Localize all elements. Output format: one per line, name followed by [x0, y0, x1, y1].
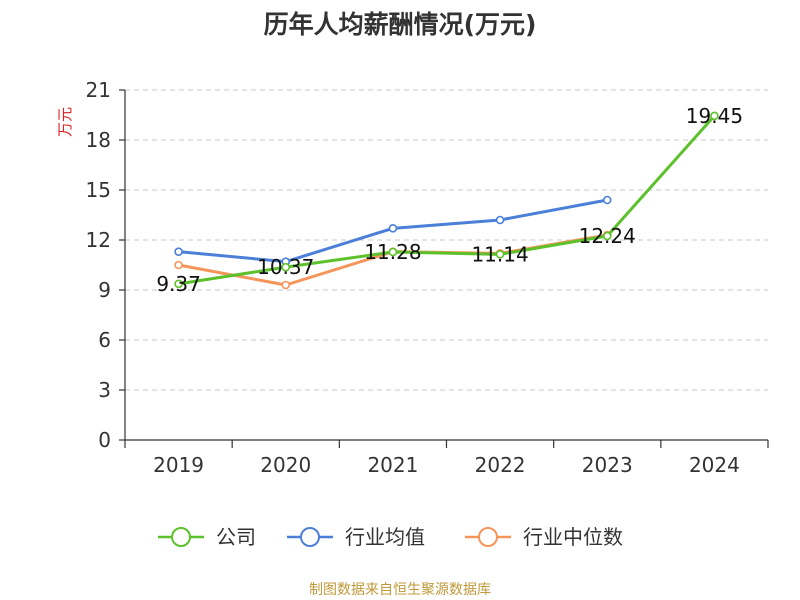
data-point: [388, 224, 398, 233]
y-tick-label: 6: [98, 328, 111, 352]
x-tick-label: 2020: [260, 453, 311, 477]
data-point: [174, 260, 183, 270]
x-tick-label: 2019: [153, 453, 204, 477]
data-point: [388, 247, 398, 257]
legend-label: 公司: [216, 525, 256, 549]
data-label: 11.28: [364, 240, 421, 264]
legend-marker: [478, 527, 498, 547]
y-tick-label: 12: [86, 228, 111, 252]
chart-title: 历年人均薪酬情况(万元): [264, 10, 537, 39]
data-point: [281, 280, 291, 290]
y-tick-label: 0: [98, 428, 111, 452]
legend-marker: [300, 527, 320, 547]
y-tick-label: 18: [86, 128, 111, 152]
data-point: [710, 111, 719, 121]
legend-label: 行业中位数: [523, 525, 623, 549]
x-tick-label: 2022: [475, 453, 526, 477]
data-point: [602, 231, 612, 241]
data-label: 11.14: [471, 242, 528, 266]
y-tick-label: 9: [98, 278, 111, 302]
legend-item: 公司: [158, 525, 256, 549]
legend-item: 行业中位数: [465, 525, 623, 549]
x-tick-label: 2023: [582, 453, 633, 477]
data-label: 10.37: [257, 255, 314, 279]
data-point: [281, 262, 291, 272]
data-point: [174, 279, 183, 289]
series-line-0: [178, 114, 716, 286]
data-label: 19.45: [686, 104, 743, 128]
data-label: 9.37: [156, 272, 201, 296]
y-tick-label: 3: [98, 378, 111, 402]
data-point: [495, 215, 505, 225]
y-tick-label: 21: [86, 78, 111, 102]
data-point: [495, 250, 505, 259]
legend-label: 行业均值: [345, 525, 425, 549]
legend-item: 行业均值: [287, 525, 425, 549]
data-point: [174, 247, 183, 256]
x-tick-label: 2021: [367, 453, 418, 477]
data-label: 12.24: [579, 224, 636, 248]
source-note: 制图数据来自恒生聚源数据库: [309, 582, 491, 598]
y-axis-label: 万元: [56, 107, 74, 137]
y-tick-label: 15: [86, 178, 111, 202]
x-tick-label: 2024: [689, 453, 740, 477]
legend-marker: [171, 527, 191, 547]
data-point: [602, 195, 612, 205]
